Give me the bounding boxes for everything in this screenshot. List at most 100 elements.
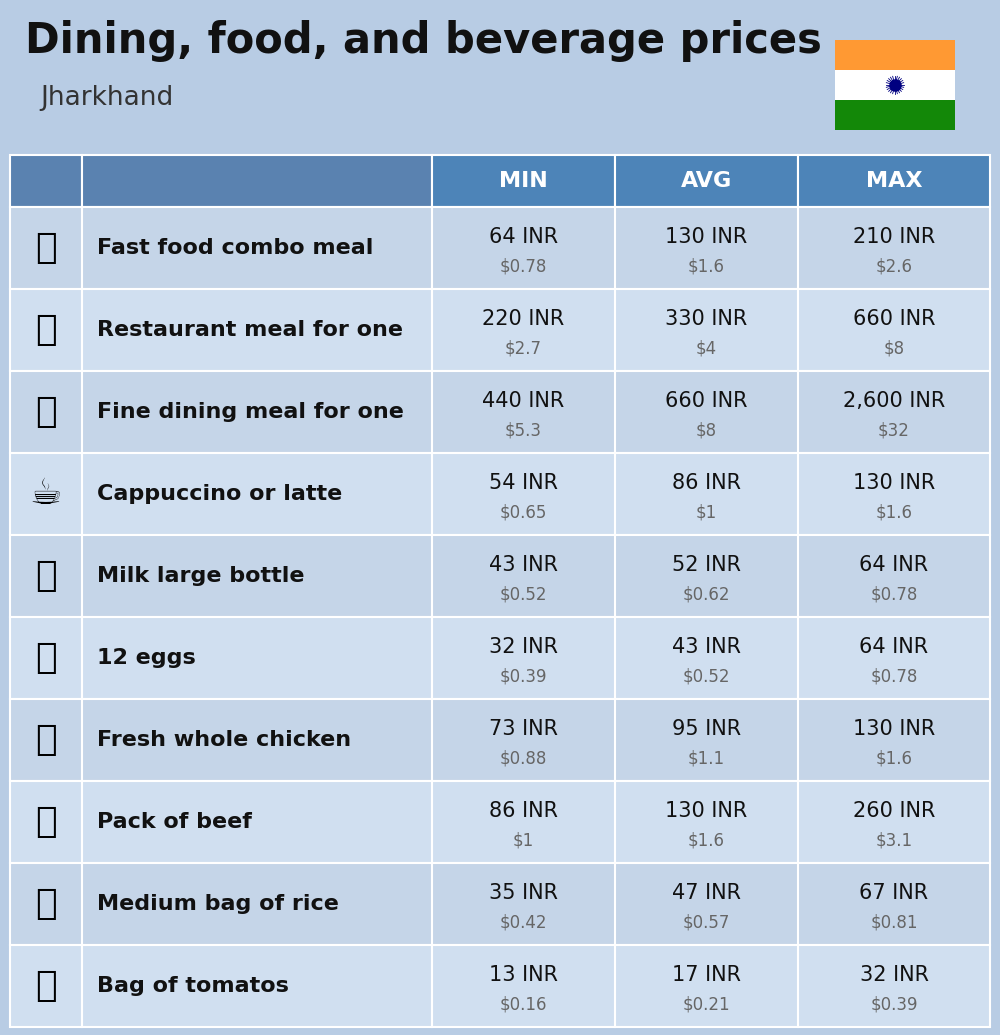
Text: $1.6: $1.6 xyxy=(688,832,725,850)
Text: ☕: ☕ xyxy=(30,477,62,511)
Bar xyxy=(10,617,990,699)
Text: $4: $4 xyxy=(696,339,717,358)
Text: 260 INR: 260 INR xyxy=(853,801,935,822)
Text: Fresh whole chicken: Fresh whole chicken xyxy=(97,730,351,750)
Bar xyxy=(615,155,798,207)
Text: 🍚: 🍚 xyxy=(35,887,57,921)
Bar xyxy=(432,155,615,207)
Text: $0.57: $0.57 xyxy=(683,914,730,932)
Text: $2.7: $2.7 xyxy=(505,339,542,358)
Text: AVG: AVG xyxy=(681,171,732,191)
Text: $1: $1 xyxy=(696,504,717,522)
Text: $0.39: $0.39 xyxy=(500,668,547,686)
Text: 43 INR: 43 INR xyxy=(489,556,558,575)
Text: 🥛: 🥛 xyxy=(35,559,57,593)
Text: $0.39: $0.39 xyxy=(870,996,918,1014)
Bar xyxy=(82,155,432,207)
Text: $5.3: $5.3 xyxy=(505,422,542,440)
Text: 220 INR: 220 INR xyxy=(482,309,565,329)
Text: 🥚: 🥚 xyxy=(35,641,57,675)
Text: $0.78: $0.78 xyxy=(870,586,918,603)
Text: 35 INR: 35 INR xyxy=(489,883,558,904)
Text: 86 INR: 86 INR xyxy=(489,801,558,822)
Text: $0.52: $0.52 xyxy=(683,668,730,686)
Text: 64 INR: 64 INR xyxy=(859,638,929,657)
Text: $3.1: $3.1 xyxy=(875,832,913,850)
Text: 67 INR: 67 INR xyxy=(859,883,929,904)
Text: 95 INR: 95 INR xyxy=(672,719,741,739)
Text: $1.6: $1.6 xyxy=(876,504,912,522)
Bar xyxy=(798,155,990,207)
Text: Fast food combo meal: Fast food combo meal xyxy=(97,238,373,258)
Text: MIN: MIN xyxy=(499,171,548,191)
Text: $0.88: $0.88 xyxy=(500,750,547,768)
Text: 32 INR: 32 INR xyxy=(489,638,558,657)
Text: $0.21: $0.21 xyxy=(683,996,730,1014)
Bar xyxy=(835,40,955,70)
Text: 🥩: 🥩 xyxy=(35,805,57,839)
Text: $0.65: $0.65 xyxy=(500,504,547,522)
Text: 🍔: 🍔 xyxy=(35,231,57,265)
Text: Medium bag of rice: Medium bag of rice xyxy=(97,894,339,914)
Text: 🍽: 🍽 xyxy=(35,395,57,428)
Text: 130 INR: 130 INR xyxy=(853,473,935,494)
Text: $0.16: $0.16 xyxy=(500,996,547,1014)
Text: 130 INR: 130 INR xyxy=(665,801,748,822)
Text: Jharkhand: Jharkhand xyxy=(40,85,173,111)
Text: 660 INR: 660 INR xyxy=(665,391,748,411)
Text: $1.1: $1.1 xyxy=(688,750,725,768)
Text: 64 INR: 64 INR xyxy=(489,228,558,247)
Text: 2,600 INR: 2,600 INR xyxy=(843,391,945,411)
Text: Milk large bottle: Milk large bottle xyxy=(97,566,304,586)
Bar xyxy=(10,863,990,945)
Text: $0.42: $0.42 xyxy=(500,914,547,932)
Bar xyxy=(10,945,990,1027)
Text: $8: $8 xyxy=(883,339,905,358)
Text: 43 INR: 43 INR xyxy=(672,638,741,657)
Text: 440 INR: 440 INR xyxy=(482,391,565,411)
Text: 13 INR: 13 INR xyxy=(489,966,558,985)
Text: $1.6: $1.6 xyxy=(876,750,912,768)
Bar xyxy=(10,289,990,371)
Text: $0.78: $0.78 xyxy=(870,668,918,686)
Bar xyxy=(10,155,82,207)
Text: $8: $8 xyxy=(696,422,717,440)
Text: Cappuccino or latte: Cappuccino or latte xyxy=(97,484,342,504)
Text: 660 INR: 660 INR xyxy=(853,309,935,329)
Text: 🍗: 🍗 xyxy=(35,723,57,757)
Text: $1.6: $1.6 xyxy=(688,258,725,276)
Text: 52 INR: 52 INR xyxy=(672,556,741,575)
Text: Bag of tomatos: Bag of tomatos xyxy=(97,976,289,996)
Text: Restaurant meal for one: Restaurant meal for one xyxy=(97,320,403,341)
Text: 210 INR: 210 INR xyxy=(853,228,935,247)
Text: 🍅: 🍅 xyxy=(35,969,57,1003)
Text: Pack of beef: Pack of beef xyxy=(97,812,252,832)
Text: $0.78: $0.78 xyxy=(500,258,547,276)
Text: $0.52: $0.52 xyxy=(500,586,547,603)
Text: MAX: MAX xyxy=(866,171,922,191)
Text: $1: $1 xyxy=(513,832,534,850)
Text: 86 INR: 86 INR xyxy=(672,473,741,494)
Text: Dining, food, and beverage prices: Dining, food, and beverage prices xyxy=(25,20,822,62)
Bar xyxy=(10,699,990,781)
Text: 54 INR: 54 INR xyxy=(489,473,558,494)
Text: 12 eggs: 12 eggs xyxy=(97,648,196,668)
Text: $2.6: $2.6 xyxy=(876,258,912,276)
Bar xyxy=(10,207,990,289)
Bar xyxy=(10,781,990,863)
Text: $32: $32 xyxy=(878,422,910,440)
Bar xyxy=(835,70,955,100)
Text: 🍳: 🍳 xyxy=(35,313,57,347)
Text: $0.81: $0.81 xyxy=(870,914,918,932)
Bar xyxy=(10,535,990,617)
Text: 47 INR: 47 INR xyxy=(672,883,741,904)
Text: 64 INR: 64 INR xyxy=(859,556,929,575)
Text: 17 INR: 17 INR xyxy=(672,966,741,985)
Text: Fine dining meal for one: Fine dining meal for one xyxy=(97,402,404,422)
Bar xyxy=(835,100,955,130)
Bar xyxy=(10,371,990,453)
Text: $0.62: $0.62 xyxy=(683,586,730,603)
Text: 130 INR: 130 INR xyxy=(853,719,935,739)
Text: 130 INR: 130 INR xyxy=(665,228,748,247)
Bar xyxy=(10,453,990,535)
